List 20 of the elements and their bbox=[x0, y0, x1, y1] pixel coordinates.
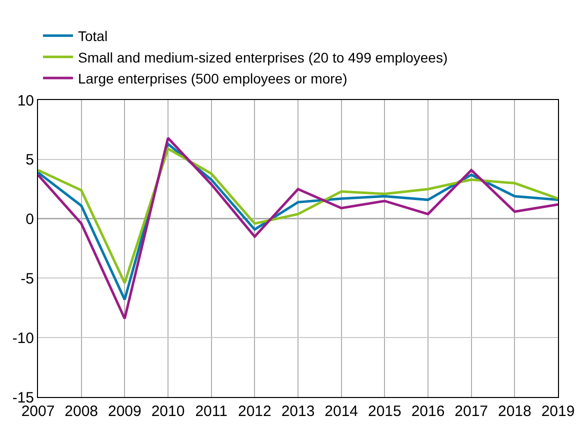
y-tick-label: -5 bbox=[20, 270, 34, 288]
y-tick-label: 5 bbox=[26, 152, 34, 169]
x-tick-label: 2018 bbox=[498, 403, 532, 420]
x-tick-label: 2016 bbox=[411, 403, 445, 420]
x-tick-label: 2012 bbox=[238, 403, 272, 420]
x-tick-label: 2008 bbox=[64, 403, 98, 420]
x-tick-label: 2014 bbox=[324, 403, 358, 420]
y-tick-label: 10 bbox=[17, 92, 34, 110]
x-tick-label: 2015 bbox=[368, 403, 402, 420]
x-tick-label: 2010 bbox=[151, 403, 185, 420]
legend-label: Small and medium-sized enterprises (20 to 499 employees) bbox=[78, 49, 448, 66]
x-tick-label: 2011 bbox=[195, 403, 228, 420]
y-tick-label: 0 bbox=[26, 211, 34, 228]
legend-label: Large enterprises (500 employees or more) bbox=[78, 70, 348, 87]
x-tick-label: 2019 bbox=[541, 403, 575, 420]
x-tick-label: 2013 bbox=[281, 403, 315, 420]
y-tick-label: -10 bbox=[12, 330, 34, 347]
x-tick-label: 2017 bbox=[454, 403, 488, 420]
legend-label: Total bbox=[78, 28, 108, 44]
x-tick-label: 2009 bbox=[108, 403, 142, 420]
